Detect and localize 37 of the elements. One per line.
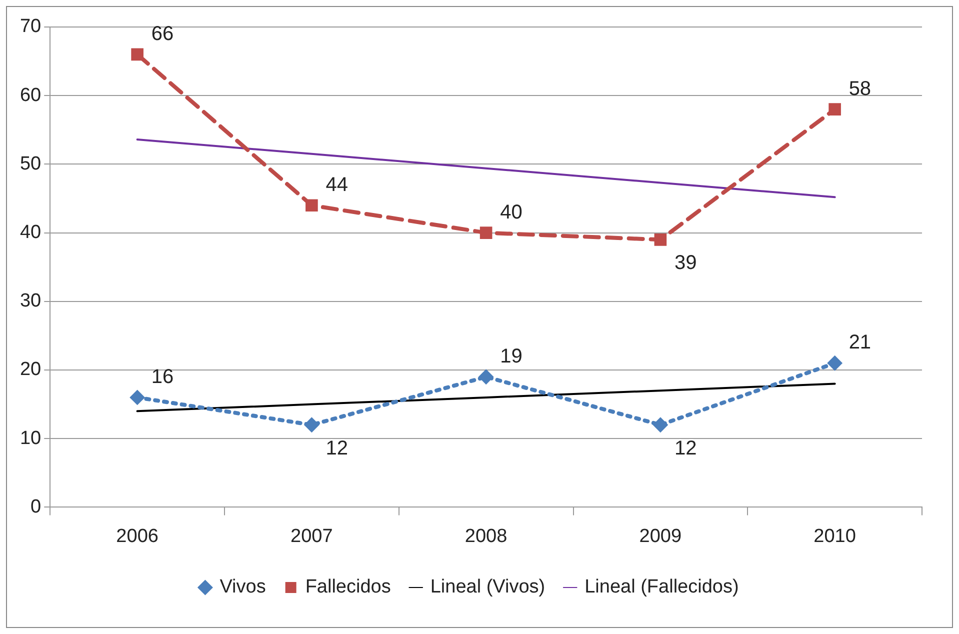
point xyxy=(306,199,318,212)
x-tick-label: 2007 xyxy=(290,526,333,547)
point xyxy=(828,103,841,116)
x-tick-label: 2010 xyxy=(814,526,856,547)
legend-label: Lineal (Fallecidos) xyxy=(584,576,739,598)
y-tick-label: 10 xyxy=(20,428,42,449)
legend-label: Lineal (Vivos) xyxy=(430,576,546,598)
point xyxy=(478,369,494,384)
point xyxy=(480,226,492,239)
y-tick-label: 20 xyxy=(20,359,42,380)
legend-label: Fallecidos xyxy=(305,576,391,598)
data-label: 12 xyxy=(674,437,697,460)
data-label: 44 xyxy=(326,174,348,196)
data-label: 58 xyxy=(848,78,872,100)
y-tick-label: 30 xyxy=(20,290,42,312)
data-label: 39 xyxy=(674,252,697,274)
data-label: 21 xyxy=(848,332,872,354)
point xyxy=(652,417,668,432)
y-tick-label: 50 xyxy=(20,153,42,174)
point xyxy=(304,417,320,432)
y-tick-label: 70 xyxy=(20,16,42,38)
point xyxy=(130,390,145,405)
data-label: 12 xyxy=(326,437,348,460)
x-tick-label: 2009 xyxy=(639,526,682,547)
data-label: 66 xyxy=(151,22,174,45)
point xyxy=(131,48,144,61)
x-tick-label: 2006 xyxy=(116,526,158,547)
data-label: 16 xyxy=(151,366,174,388)
data-label: 40 xyxy=(500,201,522,224)
x-tick-label: 2008 xyxy=(464,526,508,547)
y-tick-label: 0 xyxy=(30,496,42,518)
data-label: 19 xyxy=(500,345,522,368)
y-tick-label: 60 xyxy=(20,84,42,106)
y-tick-label: 40 xyxy=(20,222,42,244)
legend-label: Vivos xyxy=(220,576,266,598)
point xyxy=(827,356,842,371)
point xyxy=(654,234,667,246)
